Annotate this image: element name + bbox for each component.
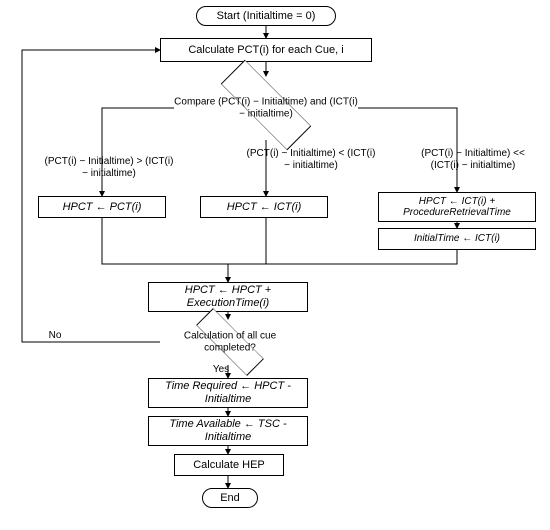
node-start: Start (Initialtime = 0) xyxy=(196,6,336,26)
edge-label-right: (PCT(i) − Initialtime) << (ICT(i) − init… xyxy=(406,148,540,171)
node-calc-hep: Calculate HEP xyxy=(174,454,284,476)
edge-label-mid-text: (PCT(i) − Initialtime) < (ICT(i) − initi… xyxy=(247,148,376,171)
node-calc-pct: Calculate PCT(i) for each Cue, i xyxy=(160,38,372,62)
edge-label-yes-text: Yes xyxy=(213,364,229,375)
node-time-req-label: Time Required ← HPCT - Initialtime xyxy=(153,380,303,405)
node-b2: HPCT ← ICT(i) xyxy=(200,196,328,218)
node-start-label: Start (Initialtime = 0) xyxy=(217,10,316,23)
edge-label-left-text: (PCT(i) − Initialtime) > (ICT(i) − initi… xyxy=(45,156,174,179)
node-time-avail-label: Time Available ← TSC - Initialtime xyxy=(153,418,303,443)
node-b2-label: HPCT ← ICT(i) xyxy=(227,201,302,214)
edge-label-left: (PCT(i) − Initialtime) > (ICT(i) − initi… xyxy=(44,156,174,179)
node-allcue: Calculation of all cue completed? xyxy=(158,318,302,366)
node-end: End xyxy=(202,488,258,508)
node-b3a: HPCT ← ICT(i) + ProcedureRetrievalTime xyxy=(378,192,536,222)
node-b3a-label: HPCT ← ICT(i) + ProcedureRetrievalTime xyxy=(383,196,531,219)
node-b3b-label: InitialTime ← ICT(i) xyxy=(414,233,500,245)
node-calc-pct-label: Calculate PCT(i) for each Cue, i xyxy=(188,44,343,57)
node-time-avail: Time Available ← TSC - Initialtime xyxy=(148,416,308,446)
node-end-label: End xyxy=(220,492,240,505)
edge-label-no-text: No xyxy=(49,330,62,341)
node-time-req: Time Required ← HPCT - Initialtime xyxy=(148,378,308,408)
node-exec-label: HPCT ← HPCT + ExecutionTime(i) xyxy=(153,284,303,309)
node-b3b: InitialTime ← ICT(i) xyxy=(378,228,536,250)
node-calc-hep-label: Calculate HEP xyxy=(193,459,265,472)
edge-label-no: No xyxy=(40,330,70,342)
edge-label-yes: Yes xyxy=(206,364,236,376)
node-b1: HPCT ← PCT(i) xyxy=(38,196,166,218)
node-b1-label: HPCT ← PCT(i) xyxy=(63,201,142,214)
node-exec: HPCT ← HPCT + ExecutionTime(i) xyxy=(148,282,308,312)
edge-label-right-text: (PCT(i) − Initialtime) << (ICT(i) − init… xyxy=(421,148,525,171)
node-compare: Compare (PCT(i) − Initialtime) and (ICT(… xyxy=(172,74,360,142)
edge-label-mid: (PCT(i) − Initialtime) < (ICT(i) − initi… xyxy=(246,148,376,171)
